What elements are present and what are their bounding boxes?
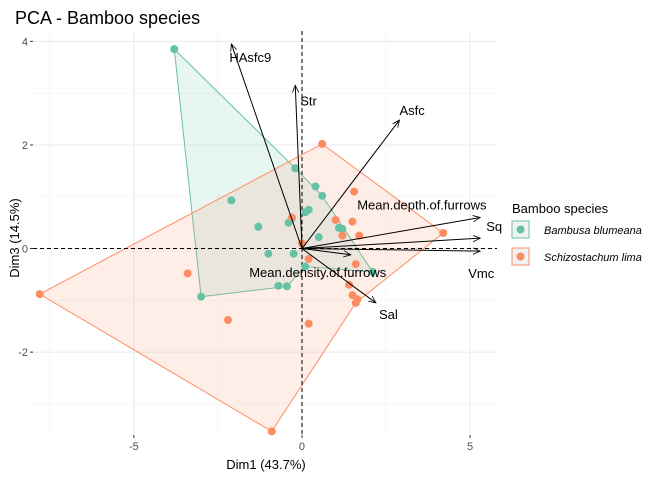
legend-title: Bamboo species (512, 201, 609, 216)
data-point-series-1 (274, 281, 283, 290)
data-point-series-2 (351, 260, 360, 269)
chart-title: PCA - Bamboo species (15, 8, 200, 28)
data-point-series-1 (334, 223, 343, 232)
data-point-series-1 (289, 249, 298, 258)
data-point-series-2 (267, 427, 276, 436)
y-tick-label: 0 (22, 244, 28, 256)
data-point-series-2 (331, 216, 340, 225)
variable-arrow (301, 248, 351, 255)
y-axis-title: Dim3 (14.5%) (7, 198, 22, 277)
variable-label: Vmc (468, 266, 495, 281)
data-point-series-1 (304, 205, 313, 214)
legend-item-schizostachum: Schizostachum lima (511, 247, 642, 266)
legend-label-bambusa: Bambusa blumeana (544, 225, 642, 237)
data-point-series-1 (170, 45, 179, 54)
data-point-series-1 (368, 267, 377, 276)
data-point-series-2 (224, 316, 233, 325)
y-tick-label: -2 (18, 347, 28, 359)
hull-series-2 (38, 143, 445, 433)
data-point-series-2 (350, 187, 359, 196)
variable-arrow (231, 44, 303, 249)
variable-arrow (301, 238, 480, 250)
data-point-series-2 (304, 254, 313, 263)
variable-label: HAsfc9 (229, 50, 271, 65)
y-tick-label: 2 (22, 140, 28, 152)
data-point-series-1 (264, 249, 273, 258)
x-tick-label: 0 (299, 441, 305, 453)
panel-background (33, 31, 497, 435)
variable-label: Asfc (399, 103, 425, 118)
plot-area: HAsfc9 Str Asfc Mean.depth.of.furrows Sq Vmc M… (18, 31, 502, 453)
x-tick-label: 5 (467, 441, 473, 453)
legend-marker-schizostachum (516, 252, 525, 261)
data-point-series-2 (183, 269, 192, 278)
data-point-series-2 (338, 231, 347, 240)
data-point-series-2 (439, 229, 448, 237)
x-axis-title: Dim1 (43.7%) (226, 457, 305, 472)
data-point-series-2 (345, 280, 354, 289)
variable-arrow (301, 249, 480, 252)
y-tick-label: 4 (22, 36, 28, 48)
data-point-series-2 (318, 139, 327, 148)
legend-item-bambusa: Bambusa blumeana (511, 220, 642, 239)
data-point-series-2 (35, 290, 44, 299)
data-point-series-2 (304, 319, 313, 328)
variable-label: Mean.density.of.furrows (249, 265, 387, 280)
data-point-series-1 (314, 233, 323, 242)
data-point-series-1 (311, 182, 320, 191)
x-tick-label: -5 (129, 441, 139, 453)
data-point-series-1 (227, 196, 236, 205)
hull-series-1 (173, 47, 374, 298)
data-point-series-1 (318, 191, 327, 200)
variable-arrow (301, 120, 400, 249)
legend: Bamboo species Bambusa blumeana Schizost… (511, 201, 642, 266)
data-point-series-2 (348, 217, 357, 226)
variable-label: Str (300, 93, 317, 108)
data-point-series-1 (301, 262, 310, 271)
legend-marker-bambusa (516, 225, 525, 234)
data-point-series-2 (355, 231, 364, 240)
variable-label: Mean.depth.of.furrows (357, 197, 487, 212)
data-point-series-1 (254, 222, 263, 231)
variable-arrow (301, 217, 480, 250)
variable-arrow (301, 248, 376, 303)
variable-arrow (295, 85, 303, 249)
data-point-series-2 (287, 213, 296, 222)
data-point-series-1 (291, 164, 300, 173)
legend-label-schizostachum: Schizostachum lima (544, 252, 642, 264)
data-point-series-1 (197, 292, 206, 301)
variable-label: Sal (379, 307, 398, 322)
data-point-series-2 (353, 295, 362, 304)
data-point-series-1 (282, 282, 291, 291)
variable-label: Sq (486, 219, 502, 234)
